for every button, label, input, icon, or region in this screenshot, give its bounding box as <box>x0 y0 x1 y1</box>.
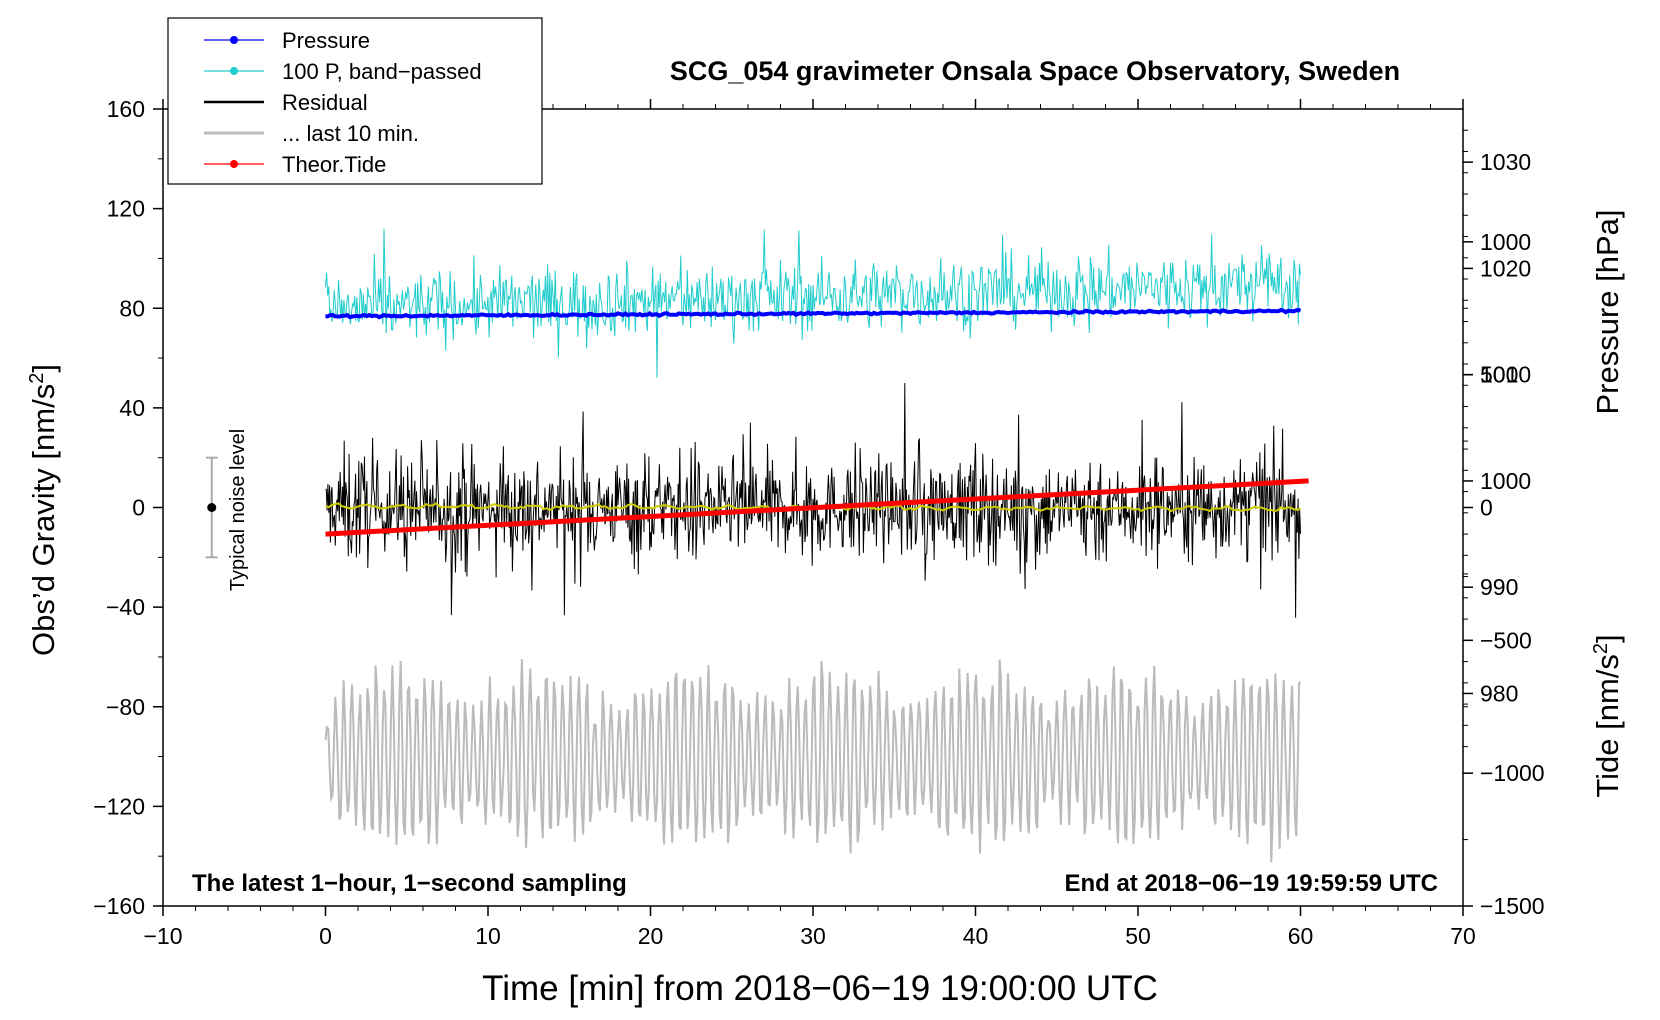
x-tick-label: −10 <box>143 923 182 949</box>
series-band-passed <box>325 228 1301 378</box>
y-pressure-tick-label: 1010 <box>1480 362 1531 388</box>
legend-marker <box>230 36 238 44</box>
y-axis-label-tide-sup: 2 <box>1590 643 1612 654</box>
y-axis-label-tide: Tide [nm/s2] <box>1590 634 1625 797</box>
legend-item: 100 P, band−passed <box>204 59 482 84</box>
y-left-tick-label: −120 <box>93 793 145 819</box>
x-tick-label: 0 <box>319 923 332 949</box>
x-tick-label: 60 <box>1288 923 1314 949</box>
series-layer <box>324 228 1309 863</box>
legend: Pressure 100 P, band−passed Residual ... la… <box>167 17 543 185</box>
y-tide-tick-label: −1000 <box>1480 760 1545 786</box>
series-pressure <box>325 307 1302 320</box>
series-last-10-min <box>324 659 1302 863</box>
y-axis-label-tide-close: ] <box>1590 634 1625 643</box>
y-pressure-tick-label: 980 <box>1480 680 1518 706</box>
x-tick-label: 70 <box>1450 923 1476 949</box>
noise-bar-dot <box>207 503 217 512</box>
legend-label: Residual <box>282 90 368 115</box>
legend-item: ... last 10 min. <box>204 121 419 146</box>
y-left-tick-label: −160 <box>93 893 145 919</box>
y-axis-label-left-sup: 2 <box>26 373 48 384</box>
y-axis-label-left-close: ] <box>26 364 61 373</box>
legend-item: Pressure <box>204 28 370 53</box>
series-theor-tide <box>325 478 1309 537</box>
legend-label: ... last 10 min. <box>282 121 419 146</box>
y-left-tick-label: −40 <box>106 594 145 620</box>
x-tick-label: 30 <box>800 923 826 949</box>
y-left-tick-label: 0 <box>132 495 145 521</box>
legend-item: Residual <box>204 90 368 115</box>
y-pressure-tick-label: 990 <box>1480 574 1518 600</box>
y-tide-tick-label: −1500 <box>1480 893 1545 919</box>
y-left-tick-label: 120 <box>107 196 145 222</box>
y-pressure-tick-label: 1020 <box>1480 255 1531 281</box>
x-axis-label: Time [min] from 2018−06−19 19:00:00 UTC <box>482 969 1158 1008</box>
legend-label: 100 P, band−passed <box>282 59 482 84</box>
y-left-tick-label: 160 <box>107 96 145 122</box>
y-pressure-tick-label: 1000 <box>1480 468 1531 494</box>
y-axis-label-left: Obs’d Gravity [nm/s2] <box>26 364 61 656</box>
x-tick-label: 50 <box>1125 923 1151 949</box>
x-tick-label: 40 <box>963 923 989 949</box>
legend-label: Theor.Tide <box>282 152 386 177</box>
legend-marker <box>230 67 238 75</box>
x-tick-label: 10 <box>475 923 501 949</box>
y-tide-tick-label: 0 <box>1480 495 1493 521</box>
annotation-end-time: End at 2018−06−19 19:59:59 UTC <box>1064 870 1438 897</box>
y-left-tick-label: 80 <box>119 295 145 321</box>
y-tide-tick-label: 500 <box>1480 362 1518 388</box>
ticks-layer: −10 0 10 20 30 40 50 60 7016012080400−40−80−120−… <box>93 96 1544 949</box>
y-tide-tick-label: −500 <box>1480 627 1532 653</box>
legend-label: Pressure <box>282 28 370 53</box>
y-left-tick-label: 40 <box>119 395 145 421</box>
noise-level-label: Typical noise level <box>227 429 249 591</box>
series-residual <box>325 382 1301 618</box>
y-axis-label-pressure: Pressure [hPa] <box>1590 209 1625 414</box>
y-pressure-tick-label: 1030 <box>1480 149 1531 175</box>
y-axis-label-left-main: Obs’d Gravity [nm/s <box>26 384 61 656</box>
chart-title: SCG_054 gravimeter Onsala Space Observat… <box>670 56 1400 86</box>
y-axis-label-tide-main: Tide [nm/s <box>1590 654 1625 798</box>
y-left-tick-label: −80 <box>106 694 145 720</box>
x-tick-label: 20 <box>638 923 664 949</box>
legend-item: Theor.Tide <box>204 152 386 177</box>
annotation-latest-hour: The latest 1−hour, 1−second sampling <box>192 870 627 897</box>
noise-level-indicator <box>205 456 218 559</box>
y-tide-tick-label: 1000 <box>1480 229 1531 255</box>
legend-marker <box>230 160 238 168</box>
